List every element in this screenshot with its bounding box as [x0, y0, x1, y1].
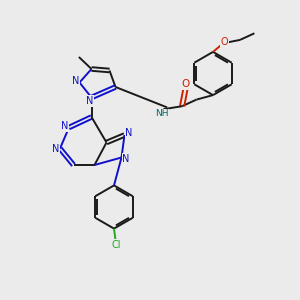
- Text: N: N: [72, 76, 80, 86]
- Text: NH: NH: [155, 110, 169, 118]
- Text: N: N: [52, 143, 59, 154]
- Text: O: O: [182, 79, 190, 89]
- Text: N: N: [61, 121, 68, 131]
- Text: N: N: [122, 154, 130, 164]
- Text: N: N: [125, 128, 133, 138]
- Text: Cl: Cl: [111, 240, 121, 250]
- Text: N: N: [86, 96, 94, 106]
- Text: O: O: [221, 37, 229, 47]
